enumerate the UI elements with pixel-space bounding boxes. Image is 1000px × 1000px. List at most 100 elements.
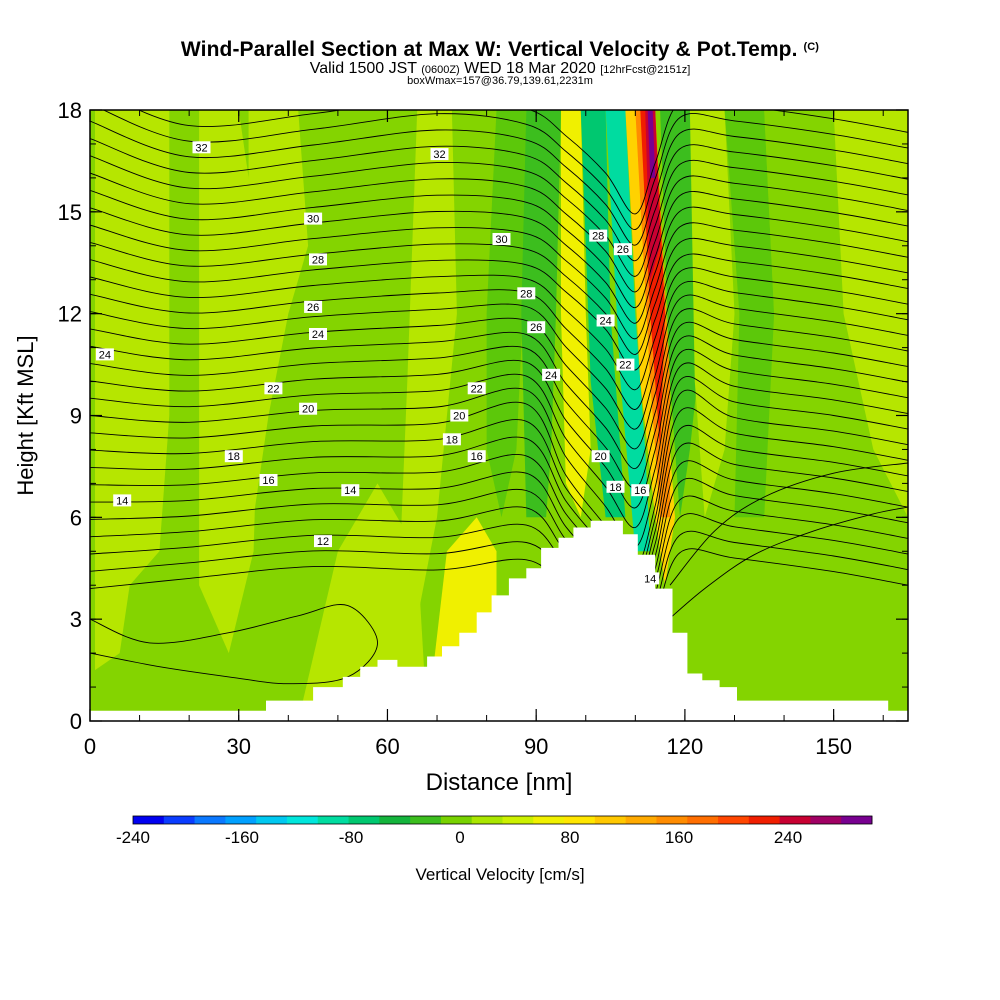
base-band-east xyxy=(764,110,844,518)
colorbar-swatch xyxy=(410,816,442,824)
colorbar-tick-label: -80 xyxy=(339,828,364,847)
mid-band-left xyxy=(486,110,527,518)
contour-label-text: 26 xyxy=(307,302,319,314)
light-band-left xyxy=(95,110,170,671)
colorbar-swatch xyxy=(502,816,534,824)
x-tick-label: 120 xyxy=(667,734,704,759)
colorbar-tick-label: 160 xyxy=(665,828,693,847)
contour-label: 28 xyxy=(309,253,327,266)
x-tick-label: 90 xyxy=(524,734,548,759)
contour-label: 30 xyxy=(492,233,511,246)
colorbar-swatch xyxy=(625,816,657,824)
isentrope xyxy=(90,321,908,469)
contour-label-text: 14 xyxy=(116,495,128,507)
contour-label: 28 xyxy=(517,287,536,300)
x-tick-label: 0 xyxy=(84,734,96,759)
y-tick-label: 9 xyxy=(70,404,82,429)
contour-label-text: 18 xyxy=(609,482,621,494)
contour-label: 26 xyxy=(527,321,546,334)
axes: 0 30 60 90 120 150 0 3 6 9 12 15 18 Distance [nm] Heig… xyxy=(13,98,908,796)
isentrope xyxy=(664,506,908,623)
contour-label-text: 24 xyxy=(99,349,111,361)
contour-label: 32 xyxy=(430,148,449,161)
colorbar-swatch xyxy=(718,816,750,824)
contour-label-text: 20 xyxy=(453,411,465,423)
isentrope xyxy=(102,110,908,230)
yellow-band-west xyxy=(561,110,591,518)
updraft-max xyxy=(647,110,656,178)
isentrope xyxy=(90,222,908,340)
contour-label: 16 xyxy=(631,484,650,497)
contour-label-text: 26 xyxy=(617,244,629,256)
colorbar-swatch xyxy=(564,816,596,824)
contour-label-text: 26 xyxy=(530,322,542,334)
colorbar-swatch xyxy=(348,816,380,824)
light-band-centre xyxy=(397,110,457,620)
contour-label-text: 16 xyxy=(471,451,483,463)
light-band-left2 xyxy=(199,110,259,654)
isentrope xyxy=(137,110,908,215)
isentrope xyxy=(90,335,908,489)
contour-label-text: 30 xyxy=(495,234,507,246)
contour-label: 26 xyxy=(304,300,323,314)
colorbar-frame xyxy=(132,815,873,825)
contour-label: 18 xyxy=(224,450,243,463)
contour-label: 14 xyxy=(641,572,660,585)
y-tick-label: 15 xyxy=(58,200,82,225)
isentrope xyxy=(669,462,908,586)
colorbar-swatch xyxy=(133,816,165,824)
light-band-east xyxy=(689,110,735,518)
colorbar-swatch xyxy=(687,816,719,824)
contour-label-text: 30 xyxy=(307,214,319,226)
isentrope xyxy=(90,362,908,528)
colorbar-swatch xyxy=(471,816,503,824)
y-tick-label: 0 xyxy=(70,709,82,734)
mid-band-east xyxy=(724,110,775,518)
colorbar-swatch xyxy=(194,816,226,824)
downdraft-cyan xyxy=(580,110,626,518)
colorbar-swatch xyxy=(286,816,319,824)
contour-label-text: 32 xyxy=(195,142,207,154)
isentrope xyxy=(90,308,908,450)
contour-label: 24 xyxy=(95,348,114,361)
colorbar-swatch xyxy=(594,816,627,824)
chart-subtitle: Valid 1500 JST (0600Z) WED 18 Mar 2020 [… xyxy=(309,60,691,77)
downdraft-core xyxy=(605,110,651,552)
y-tick-label: 18 xyxy=(58,98,82,123)
contour-label: 26 xyxy=(613,243,632,256)
contour-label-text: 16 xyxy=(262,475,274,487)
contour-label: 22 xyxy=(616,358,635,372)
chart-box-info: boxWmax=157@36.79,139.61,2231m xyxy=(407,75,593,87)
contour-label: 16 xyxy=(259,474,278,487)
colorbar-label: Vertical Velocity [cm/s] xyxy=(415,865,584,884)
isentrope xyxy=(90,294,908,430)
contour-label-text: 22 xyxy=(619,360,631,372)
isentrope xyxy=(90,238,908,355)
contour-label-text: 14 xyxy=(644,573,656,585)
colorbar-swatch xyxy=(379,816,411,824)
contour-label: 12 xyxy=(314,535,332,548)
colorbar-swatch xyxy=(748,816,781,824)
contour-label-text: 20 xyxy=(594,451,606,463)
contour-label: 18 xyxy=(442,433,461,446)
contour-label-text: 20 xyxy=(302,404,314,416)
isentrope xyxy=(90,253,908,371)
contour-label-text: 16 xyxy=(634,485,646,497)
contour-label-text: 24 xyxy=(312,329,324,341)
colorbar-swatch xyxy=(225,816,257,824)
isentrope xyxy=(90,138,908,262)
terrain xyxy=(90,520,908,721)
light-band-far-east xyxy=(833,110,908,518)
isentrope xyxy=(90,604,378,685)
contour-label: 20 xyxy=(299,402,318,416)
x-tick-label: 60 xyxy=(375,734,399,759)
contour-label-text: 28 xyxy=(520,288,532,300)
contour-label-text: 22 xyxy=(267,383,279,395)
title-block: Wind-Parallel Section at Max W: Vertical… xyxy=(0,38,1000,87)
colorbar-swatch xyxy=(779,816,811,824)
contour-label: 24 xyxy=(596,314,615,328)
contour-label-text: 22 xyxy=(471,383,483,395)
isentrope xyxy=(90,389,908,568)
isentrope xyxy=(90,155,908,277)
